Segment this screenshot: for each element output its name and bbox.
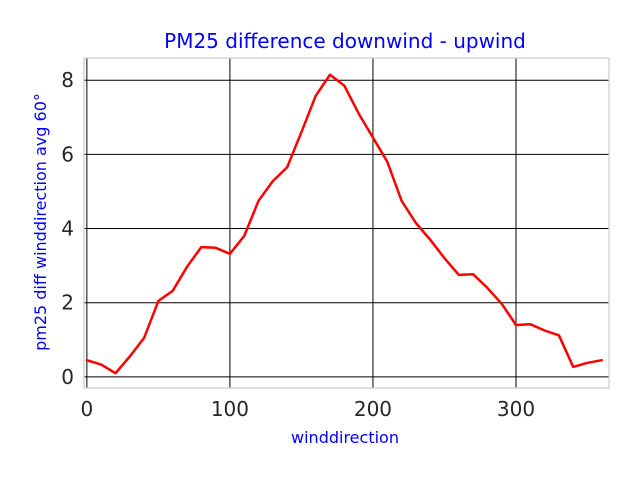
y-tick-label: 8 [61,68,74,92]
series-line [85,73,604,375]
x-tick-label: 300 [497,397,535,421]
y-axis-label: pm25 diff winddirection avg 60° [31,93,50,351]
x-tick-label: 0 [80,397,93,421]
x-axis-label: winddirection [291,428,399,447]
series-layer [85,73,604,375]
x-tick-label: 100 [211,397,249,421]
tick-layer: 0 100 200 300 0 2 4 6 8 [61,68,535,421]
y-tick-label: 2 [61,291,74,315]
y-tick-label: 4 [61,217,74,241]
y-tick-label: 6 [61,142,74,166]
plot-frame [83,57,610,389]
chart-title: PM25 difference downwind - upwind [164,29,526,53]
grid-layer [84,58,609,388]
y-tick-label: 0 [61,365,74,389]
x-tick-label: 200 [354,397,392,421]
